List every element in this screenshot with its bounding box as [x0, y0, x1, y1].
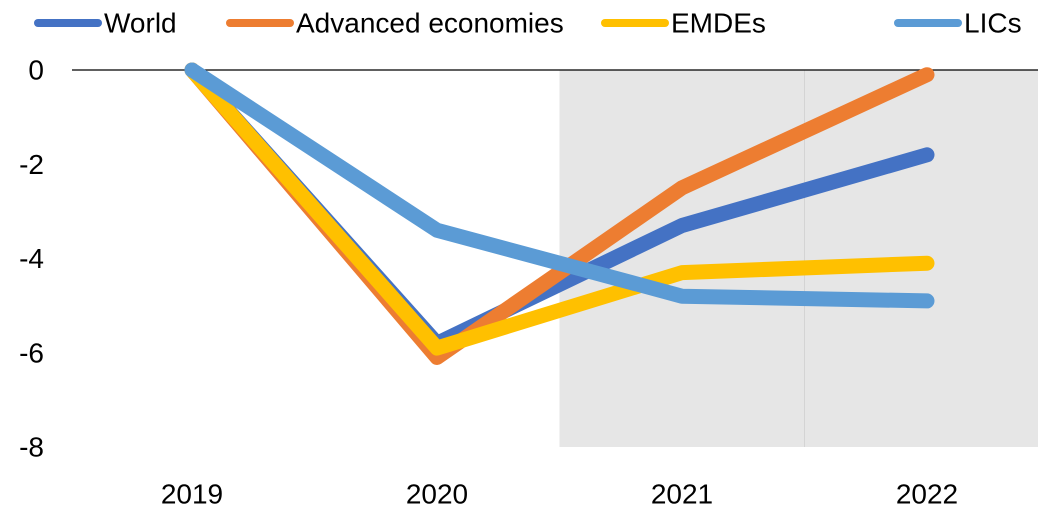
y-tick-label: 0	[28, 55, 44, 86]
legend-label: Advanced economies	[296, 8, 564, 39]
x-tick-label: 2020	[406, 479, 468, 510]
legend-item-advanced-economies: Advanced economies	[226, 8, 564, 39]
x-tick-label: 2022	[896, 479, 958, 510]
legend-label: EMDEs	[671, 8, 766, 39]
legend-label: LICs	[964, 8, 1022, 39]
legend-item-emdes: EMDEs	[601, 8, 766, 39]
series-layer	[184, 62, 935, 365]
y-tick-label: -4	[19, 243, 44, 274]
y-tick-label: -2	[19, 149, 44, 180]
legend: World Advanced economies EMDEs LICs	[34, 8, 1022, 39]
legend-item-lics: LICs	[894, 8, 1022, 39]
series-line-lics	[184, 62, 935, 309]
legend-item-world: World	[34, 8, 177, 39]
x-tick-label: 2021	[651, 479, 713, 510]
y-tick-label: -6	[19, 337, 44, 368]
y-tick-label: -8	[19, 432, 44, 463]
legend-label: World	[104, 8, 177, 39]
x-tick-label: 2019	[161, 479, 223, 510]
axis-layer: 0 -2 -4 -6 -8 2019 2020 2021 2022	[19, 55, 1038, 510]
series-line-emdes	[184, 62, 935, 356]
